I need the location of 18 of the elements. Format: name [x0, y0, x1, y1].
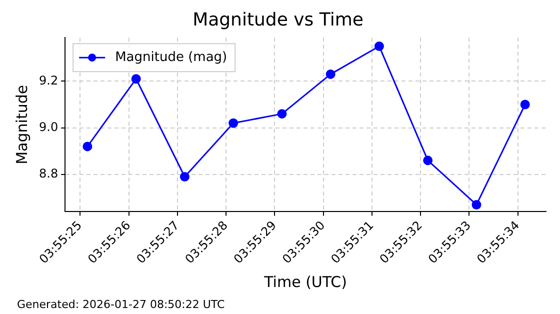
y-tick-label: 8.8: [38, 166, 58, 181]
point: [423, 156, 433, 166]
point: [82, 142, 92, 152]
point: [131, 74, 141, 84]
point: [277, 109, 287, 119]
point: [326, 69, 336, 79]
legend-label: Magnitude (mag): [115, 50, 228, 65]
x-axis-title: Time (UTC): [263, 272, 348, 291]
point: [374, 41, 384, 51]
y-axis-title: Magnitude: [12, 84, 31, 164]
text: Generated: 2026-01-27 08:50:22 UTC: [17, 298, 225, 311]
point: [472, 200, 482, 210]
y-tick-label: 9.2: [38, 73, 58, 88]
chart-title: Magnitude vs Time: [192, 9, 364, 30]
point: [520, 100, 530, 110]
y-tick-label: 9.0: [38, 120, 58, 134]
point: [180, 172, 190, 182]
point: [228, 118, 238, 128]
